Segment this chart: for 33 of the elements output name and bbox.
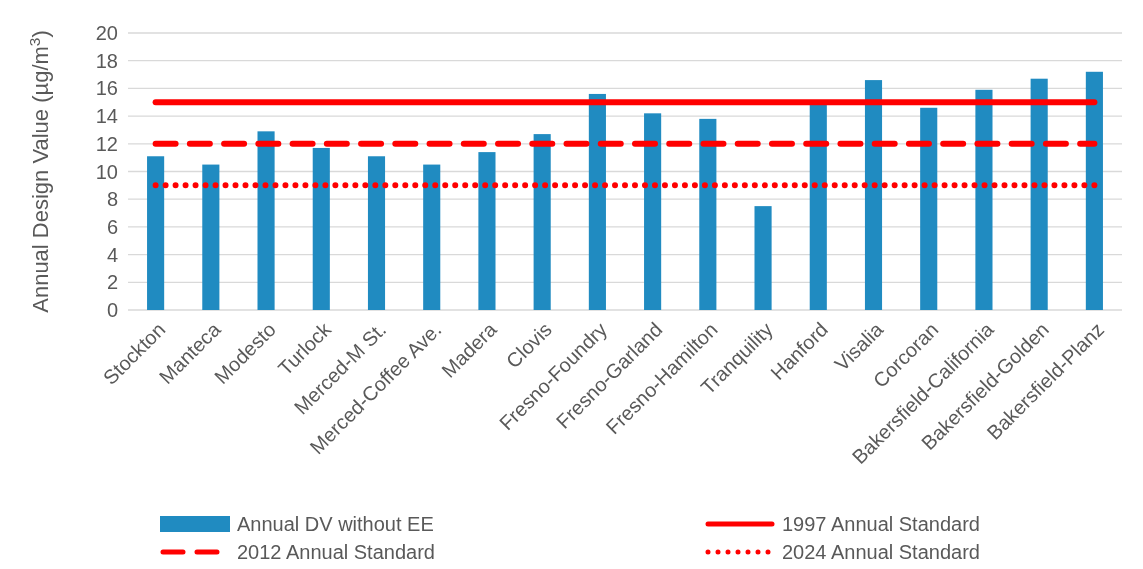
bar: [754, 206, 772, 310]
bar: [588, 93, 606, 310]
bar: [699, 118, 717, 310]
y-tick-label: 0: [106, 299, 118, 321]
y-tick-label: 14: [95, 105, 118, 128]
bar: [423, 164, 441, 310]
bar: [975, 89, 993, 310]
bar: [1030, 78, 1048, 310]
bar: [257, 131, 275, 310]
y-tick-label: 16: [95, 77, 118, 100]
bar: [809, 105, 827, 310]
y-tick-label: 4: [106, 243, 118, 266]
bar: [533, 134, 551, 310]
y-tick-label: 10: [95, 160, 118, 183]
legend-label: 2012 Annual Standard: [237, 541, 435, 563]
bar: [312, 147, 330, 310]
y-tick-label: 12: [95, 132, 118, 155]
y-tick-label: 2: [106, 271, 118, 294]
bar: [644, 113, 662, 310]
bar: [920, 107, 938, 310]
y-tick-label: 20: [95, 22, 118, 44]
y-tick-label: 18: [95, 49, 118, 72]
y-tick-label: 6: [106, 215, 118, 238]
legend-label: Annual DV without EE: [237, 513, 434, 535]
bar: [147, 156, 165, 310]
bar: [202, 164, 220, 310]
legend-label: 1997 Annual Standard: [782, 513, 980, 535]
bar: [864, 80, 883, 310]
y-tick-label: 8: [106, 188, 118, 211]
bar: [478, 152, 496, 310]
bar: [1085, 71, 1103, 310]
legend-label: 2024 Annual Standard: [782, 541, 980, 563]
bar: [367, 156, 386, 310]
